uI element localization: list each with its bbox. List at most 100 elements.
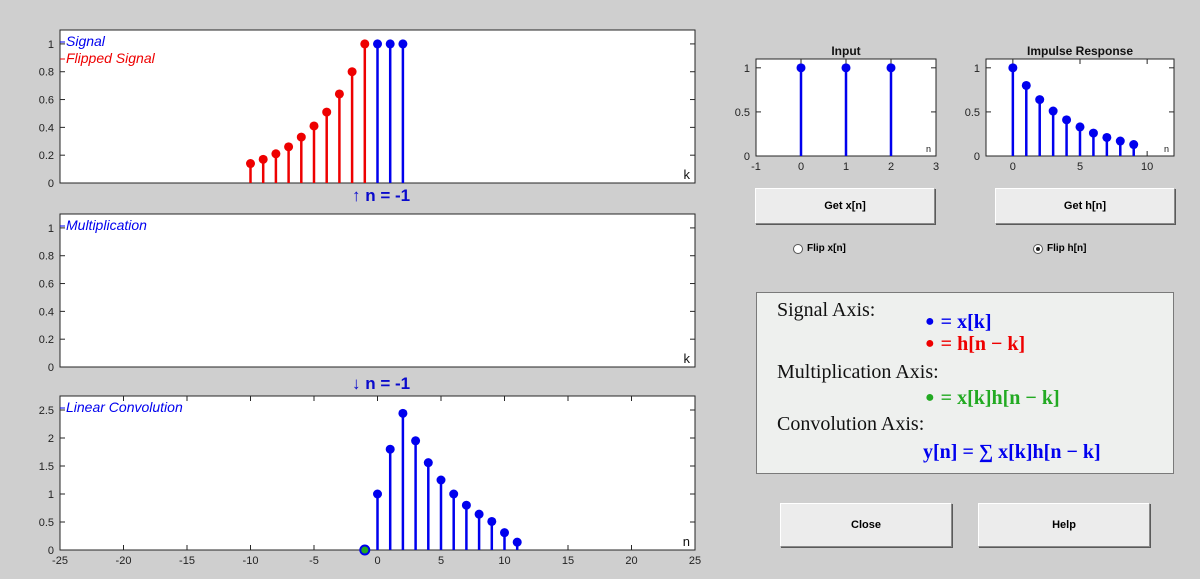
ytick-label: 1 — [744, 63, 750, 75]
axis-label: k — [684, 167, 691, 182]
get-h-button[interactable]: Get h[n] — [995, 188, 1175, 224]
mult-row: ● = x[k]h[n − k] — [925, 387, 1060, 410]
get-x-button[interactable]: Get x[n] — [755, 188, 935, 224]
green-dot-icon: ● — [925, 389, 935, 406]
xtick-label: 0 — [374, 555, 380, 567]
stem-marker — [1008, 63, 1018, 73]
xtick-label: 2 — [888, 161, 894, 173]
flip-h-radio[interactable]: Flip h[n] — [1033, 243, 1086, 254]
ytick-label: 0.8 — [39, 251, 54, 263]
legend-label: Linear Convolution — [66, 399, 183, 415]
stem-marker — [841, 63, 851, 73]
ytick-label: 0.6 — [39, 95, 54, 107]
axis-label: n — [926, 144, 931, 154]
plot-area — [59, 213, 696, 368]
stem-marker — [347, 67, 357, 77]
xtick-label: 3 — [933, 161, 939, 173]
xtick-label: 5 — [1077, 161, 1083, 173]
stem-marker — [359, 544, 371, 556]
ytick-label: 0.6 — [39, 279, 54, 291]
stem-marker — [461, 500, 471, 510]
stem-marker — [449, 489, 459, 499]
stem-marker — [398, 39, 408, 49]
stem-marker — [1102, 132, 1112, 142]
ytick-label: 0 — [48, 545, 54, 557]
mult-axis-title: Multiplication Axis: — [777, 361, 939, 383]
ytick-label: 0 — [974, 151, 980, 163]
stem-marker — [284, 142, 294, 152]
help-button[interactable]: Help — [978, 503, 1150, 547]
stem-marker — [1075, 122, 1085, 132]
stem-marker — [385, 39, 395, 49]
axis-label: n — [1164, 144, 1169, 154]
stem-marker — [512, 537, 522, 547]
stem-marker — [1115, 136, 1125, 146]
close-button[interactable]: Close — [780, 503, 952, 547]
ytick-label: 0 — [48, 178, 54, 190]
ytick-label: 0 — [48, 362, 54, 374]
stem-marker — [796, 63, 806, 73]
stem-marker — [373, 39, 382, 49]
convolution-axis-plot: 0 0.5 1 1.5 2 2.5 -25 -20 -15 -10 -5 0 5 10 15 20 25 n Lin… — [39, 395, 701, 567]
conv-formula: y[n] = ∑ x[k]h[n − k] — [923, 441, 1101, 463]
ytick-label: 0.4 — [39, 122, 54, 134]
stem-marker — [1129, 140, 1139, 150]
stem-marker — [487, 516, 497, 526]
stem-marker — [411, 436, 421, 446]
xtick-label: 20 — [625, 555, 637, 567]
radio-circle-icon — [1033, 243, 1043, 254]
stem-marker — [271, 149, 281, 159]
xtick-label: -5 — [309, 555, 319, 567]
axis-label: k — [684, 351, 691, 366]
legend-label: Flipped Signal — [66, 50, 156, 66]
red-dot-icon: ● — [925, 335, 935, 352]
stem-marker — [360, 39, 370, 49]
xtick-label: -25 — [52, 555, 68, 567]
stem-marker — [385, 444, 395, 454]
xtick-label: -1 — [751, 161, 761, 173]
signal-x-row: ● = x[k] — [925, 311, 992, 334]
flip-x-radio[interactable]: Flip x[n] — [793, 243, 846, 254]
ytick-label: 1 — [48, 223, 54, 235]
ytick-label: 0.2 — [39, 150, 54, 162]
xtick-label: 0 — [798, 161, 804, 173]
xtick-label: -10 — [243, 555, 259, 567]
mult-formula: = x[k]h[n − k] — [940, 387, 1060, 409]
legend-box: Signal Axis: ● = x[k] ● = h[n − k] Multipl… — [756, 292, 1174, 474]
stem-marker — [1021, 80, 1031, 90]
ytick-label: 1 — [974, 63, 980, 75]
ytick-label: 0.5 — [965, 107, 980, 119]
xtick-label: 1 — [843, 161, 849, 173]
stem-marker — [258, 154, 268, 164]
plot-title: Input — [831, 44, 860, 58]
ytick-label: 0.8 — [39, 67, 54, 79]
stem-marker — [436, 475, 446, 485]
signal-x-formula: = x[k] — [940, 311, 992, 333]
ytick-label: 0.2 — [39, 334, 54, 346]
blue-dot-icon: ● — [925, 313, 935, 330]
stem-marker — [1088, 128, 1098, 138]
stem-marker — [309, 121, 319, 131]
conv-axis-title: Convolution Axis: — [777, 413, 925, 435]
radio-circle-icon — [793, 243, 803, 254]
xtick-label: -20 — [116, 555, 132, 567]
stem-marker — [1062, 115, 1072, 125]
flip-h-label: Flip h[n] — [1047, 243, 1087, 254]
stem-marker — [322, 107, 332, 117]
stem-marker — [500, 528, 509, 538]
signal-h-row: ● = h[n − k] — [925, 333, 1025, 356]
ytick-label: 0 — [744, 151, 750, 163]
stem-marker — [474, 509, 484, 519]
stem-marker — [373, 489, 382, 499]
ytick-label: 0.4 — [39, 306, 54, 318]
ytick-label: 2 — [48, 433, 54, 445]
ytick-label: 0.5 — [39, 517, 54, 529]
ytick-label: 1.5 — [39, 461, 54, 473]
xtick-label: 0 — [1010, 161, 1016, 173]
signal-h-formula: = h[n − k] — [940, 333, 1026, 355]
stem-marker — [246, 159, 255, 169]
stem-marker — [334, 89, 344, 99]
